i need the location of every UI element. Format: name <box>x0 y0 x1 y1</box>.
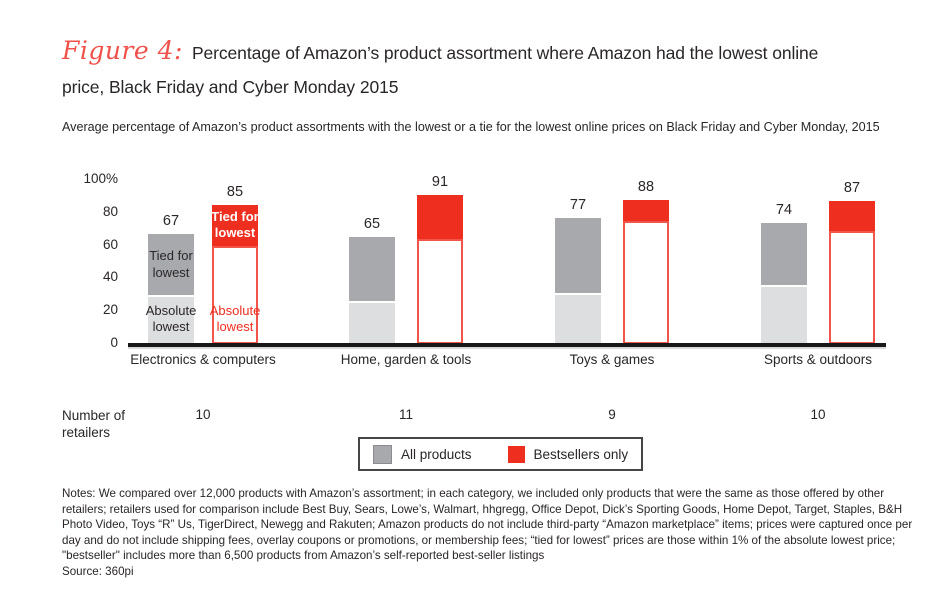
segment-label-absolute-red: Absolute lowest <box>209 302 261 335</box>
y-axis-tick: 0 <box>110 335 118 350</box>
segment-label-absolute-gray: Absolute lowest <box>145 302 197 335</box>
bestsellers-absolute-lowest-segment <box>829 230 875 344</box>
footnotes: Notes: We compared over 12,000 products … <box>62 486 914 580</box>
y-axis-tick: 80 <box>102 203 118 219</box>
all-products-absolute-lowest-segment <box>555 293 601 344</box>
category-label: Electronics & computers <box>130 352 276 367</box>
all-products-tied-for-lowest-segment <box>349 237 395 302</box>
all-products-value-label: 67 <box>162 213 180 230</box>
bestsellers-absolute-lowest-segment <box>212 245 258 344</box>
bestsellers-absolute-lowest-segment <box>417 239 463 344</box>
all-products-value-label: 77 <box>569 196 587 213</box>
figure-label: Figure 4: <box>62 36 183 65</box>
bestsellers-value-label: 91 <box>431 173 449 190</box>
bestsellers-value-label: 85 <box>226 183 244 200</box>
all-products-tied-for-lowest-segment <box>555 217 601 294</box>
all-products-absolute-lowest-segment <box>148 294 194 344</box>
y-axis-tick: 40 <box>102 269 118 285</box>
segment-label-tied-red: Tied for lowest <box>211 208 259 241</box>
category-label: Toys & games <box>569 352 655 367</box>
category-label: Home, garden & tools <box>340 352 472 367</box>
all-products-tied-for-lowest-segment <box>148 234 194 295</box>
retailer-count: 11 <box>398 407 413 422</box>
y-axis-tick: 20 <box>102 302 118 318</box>
legend: All products Bestsellers only <box>358 437 644 471</box>
legend-swatch-bestsellers-only <box>507 445 525 463</box>
y-axis-tick: 100% <box>83 171 118 186</box>
legend-label-bestsellers-only: Bestsellers only <box>533 446 629 462</box>
all-products-value-label: 74 <box>775 201 793 218</box>
bestsellers-tied-for-lowest-segment <box>212 204 258 246</box>
all-products-value-label: 65 <box>363 216 381 233</box>
notes-text: Notes: We compared over 12,000 products … <box>62 487 913 563</box>
legend-swatch-all-products <box>373 444 392 464</box>
all-products-tied-for-lowest-segment <box>761 222 807 285</box>
category-label: Sports & outdoors <box>763 352 873 367</box>
retailer-count: 10 <box>195 407 211 422</box>
figure-title: Figure 4: Percentage of Amazon’s product … <box>62 34 857 104</box>
bestsellers-tied-for-lowest-segment <box>417 194 463 240</box>
all-products-absolute-lowest-segment <box>761 285 807 344</box>
bestsellers-absolute-lowest-segment <box>623 221 669 344</box>
segment-label-tied-gray: Tied for lowest <box>149 248 193 280</box>
retailers-row-label: Number of retailers <box>62 408 126 440</box>
y-axis-tick: 60 <box>102 236 118 252</box>
retailer-count: 9 <box>608 407 616 422</box>
bestsellers-tied-for-lowest-segment <box>829 201 875 231</box>
chart-subtitle: Average percentage of Amazon’s product a… <box>62 120 880 134</box>
bestsellers-value-label: 87 <box>843 180 861 197</box>
bestsellers-value-label: 88 <box>637 178 655 195</box>
source-text: Source: 360pi <box>62 564 134 578</box>
retailer-count: 10 <box>810 407 826 422</box>
all-products-absolute-lowest-segment <box>349 301 395 344</box>
legend-label-all-products: All products <box>401 446 472 462</box>
bestsellers-tied-for-lowest-segment <box>623 199 669 221</box>
title-text: Percentage of Amazon’s product assortmen… <box>62 43 819 97</box>
x-axis-line <box>128 343 886 347</box>
